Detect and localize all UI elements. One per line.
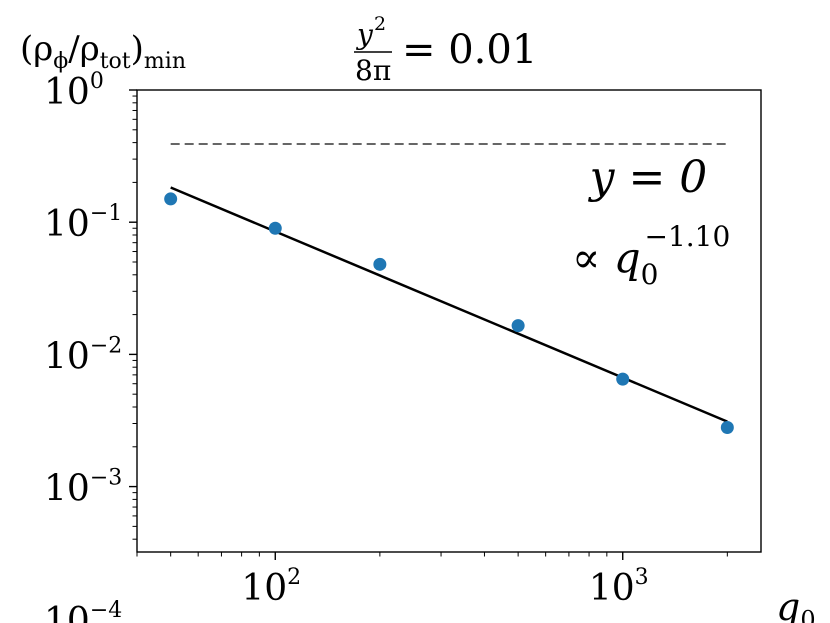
y-tick-base: 10 <box>44 336 90 377</box>
x-tick-base: 10 <box>589 568 635 609</box>
title-denominator: 8π <box>355 54 391 87</box>
x-axis-ticks: 102 103 <box>136 552 728 609</box>
title-numerator-exponent: 2 <box>374 13 386 35</box>
y-tick-exponent: −2 <box>90 333 122 358</box>
data-point <box>268 221 282 235</box>
y-tick-label: 10−3 <box>44 466 122 510</box>
xlabel-sub: 0 <box>800 606 815 623</box>
y-tick-base: 10 <box>44 601 90 623</box>
y-tick-label: 10−1 <box>44 201 122 245</box>
fit-label-subscript: 0 <box>641 258 659 291</box>
x-tick-base: 10 <box>241 568 287 609</box>
x-tick-exponent: 3 <box>635 565 649 590</box>
y-tick-base: 10 <box>44 204 90 245</box>
title-value: = 0.01 <box>402 27 537 73</box>
y-tick-base: 10 <box>44 72 90 113</box>
fit-label-symbol: ∝ q <box>572 233 641 282</box>
reference-line-label: y = 0 <box>588 152 708 203</box>
data-point <box>164 192 178 206</box>
y-tick-base: 10 <box>44 469 90 510</box>
y-tick-exponent: −1 <box>90 201 122 226</box>
y-tick-exponent: 0 <box>90 69 104 94</box>
x-tick-exponent: 2 <box>287 565 301 590</box>
data-point <box>616 372 630 386</box>
x-tick-label: 102 <box>241 565 301 609</box>
fit-label: ∝ q0 −1.10 <box>572 220 730 291</box>
ylabel-sub2: tot <box>100 49 131 74</box>
ylabel-open: (ρ <box>20 29 53 69</box>
power-law-fit-line <box>170 186 728 423</box>
title-numerator: y <box>355 18 374 51</box>
y-tick-label: 10−2 <box>44 333 122 377</box>
data-point <box>373 257 387 271</box>
ylabel-close: ) <box>131 29 144 69</box>
y-tick-exponent: −3 <box>90 466 122 491</box>
ylabel-slash: /ρ <box>68 29 99 69</box>
chart-title: y 2 8π = 0.01 <box>354 13 537 87</box>
y-tick-exponent: −4 <box>90 598 122 623</box>
x-axis-label: q0 <box>776 585 816 623</box>
ylabel-sub1: ϕ <box>53 49 68 74</box>
xlabel-var: q <box>776 585 800 623</box>
y-tick-label: 100 <box>44 69 104 113</box>
plot-frame <box>136 89 762 553</box>
data-points <box>164 192 734 434</box>
data-point <box>511 319 525 333</box>
x-tick-label: 103 <box>589 565 649 609</box>
ylabel-sub3: min <box>144 49 186 74</box>
fit-label-exponent: −1.10 <box>645 220 731 253</box>
data-point <box>720 420 734 434</box>
y-tick-label: 10−4 <box>44 598 122 623</box>
y-axis-label: (ρϕ/ρtot)min <box>20 29 186 74</box>
